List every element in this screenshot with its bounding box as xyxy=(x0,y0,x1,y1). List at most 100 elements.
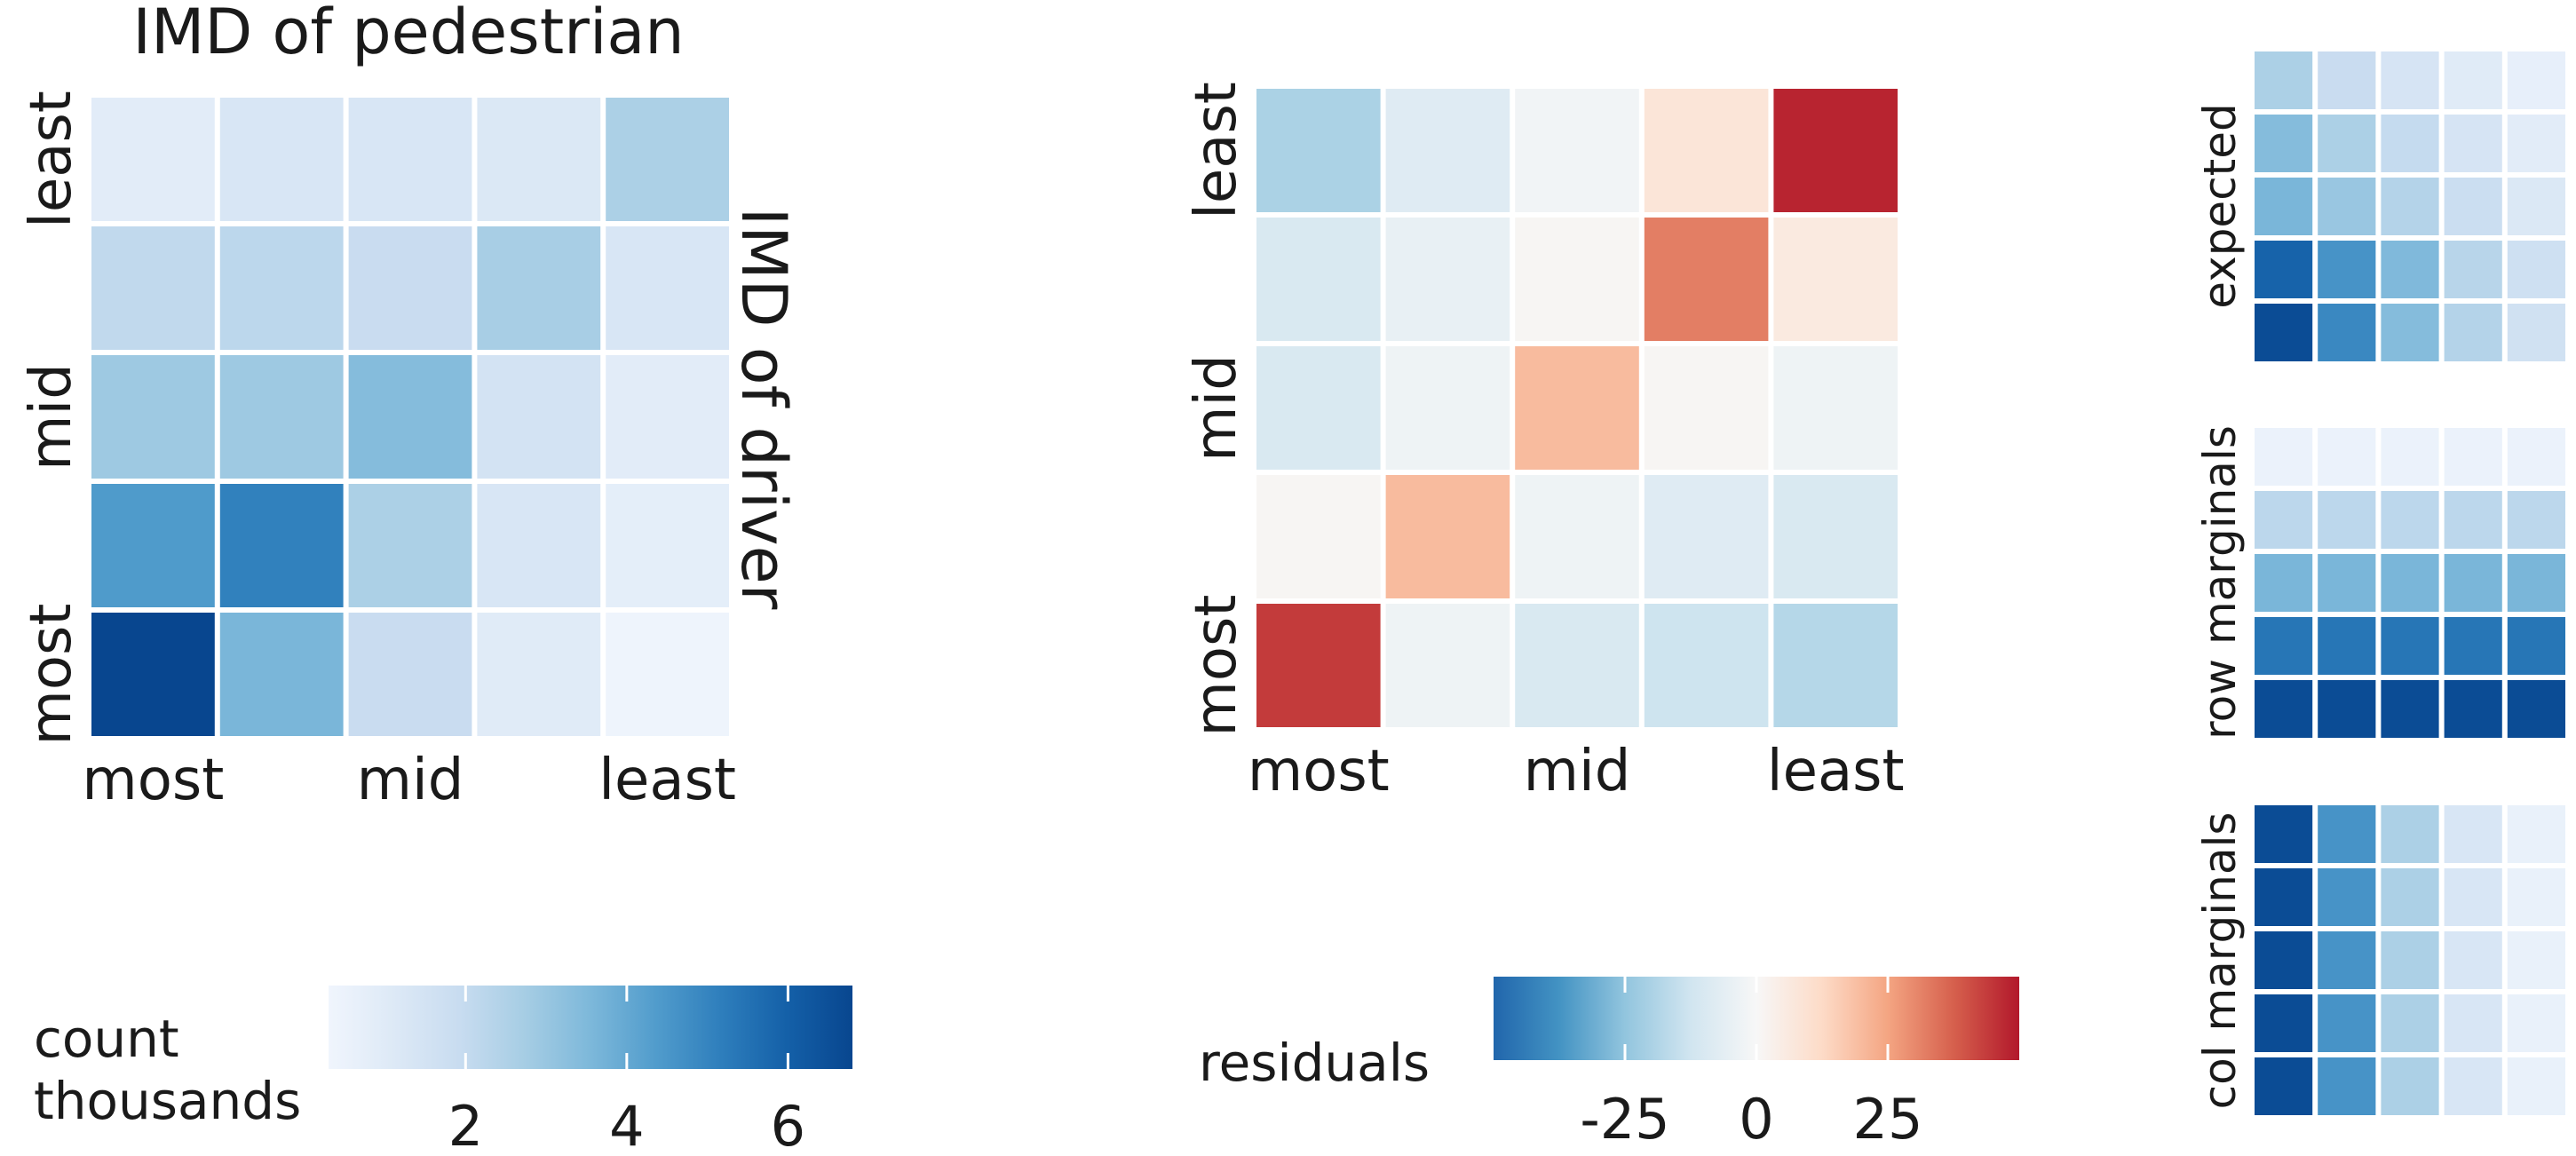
row-marginal-cell-r4-c4 xyxy=(2507,680,2565,738)
col-marginal-cell-r3-c1 xyxy=(2318,994,2376,1052)
row-marginal-cell-r3-c4 xyxy=(2507,617,2565,675)
count-cell-r1-c2 xyxy=(348,226,472,350)
col-marginal-cell-r4-c0 xyxy=(2255,1057,2313,1115)
expected-cell-r3-c3 xyxy=(2444,241,2502,298)
residual-cell-r0-c3 xyxy=(1644,89,1769,212)
col-marginal-cell-r1-c4 xyxy=(2507,868,2565,926)
count-cell-r1-c3 xyxy=(477,226,601,350)
row-marginal-cell-r0-c3 xyxy=(2444,428,2502,486)
col-marginal-cell-r1-c2 xyxy=(2381,868,2439,926)
expected-cell-r4-c0 xyxy=(2255,304,2313,361)
residual-cell-r4-c2 xyxy=(1515,604,1639,727)
row-marginal-cell-r4-c3 xyxy=(2444,680,2502,738)
expected-cell-r3-c4 xyxy=(2507,241,2565,298)
residuals-colorbar: -25 0 25 residuals xyxy=(1199,977,2019,1152)
count-cell-r4-c0 xyxy=(91,613,215,736)
expected-label: expected xyxy=(2194,103,2246,309)
row-marginal-cell-r0-c0 xyxy=(2255,428,2313,486)
residual-x-tick-mid: mid xyxy=(1524,739,1631,804)
row-marginals-heatmap xyxy=(2255,428,2565,738)
count-x-tick-mid: mid xyxy=(357,748,464,813)
row-marginal-cell-r2-c2 xyxy=(2381,554,2439,612)
expected-cell-r1-c3 xyxy=(2444,115,2502,172)
residual-cell-r2-c1 xyxy=(1385,346,1510,470)
col-marginal-cell-r4-c4 xyxy=(2507,1057,2565,1115)
col-marginal-cell-r4-c1 xyxy=(2318,1057,2376,1115)
expected-cell-r2-c2 xyxy=(2381,178,2439,235)
residual-cell-r1-c0 xyxy=(1256,218,1381,341)
count-cell-r1-c1 xyxy=(219,226,344,350)
col-marginal-cell-r2-c1 xyxy=(2318,931,2376,989)
col-marginal-cell-r2-c0 xyxy=(2255,931,2313,989)
driver-axis-label: IMD of driver xyxy=(727,208,800,610)
residual-cell-r3-c4 xyxy=(1773,475,1898,598)
row-marginal-cell-r1-c0 xyxy=(2255,491,2313,549)
expected-cell-r4-c3 xyxy=(2444,304,2502,361)
row-marginal-cell-r0-c4 xyxy=(2507,428,2565,486)
row-marginal-cell-r3-c2 xyxy=(2381,617,2439,675)
count-cell-r4-c4 xyxy=(606,613,729,736)
count-cell-r0-c3 xyxy=(477,98,601,221)
count-cell-r3-c2 xyxy=(348,484,472,607)
residual-y-tick-mid: mid xyxy=(1184,354,1249,462)
residuals-colorbar-tick-label-0: 0 xyxy=(1739,1087,1773,1152)
count-colorbar-tick-label-2: 2 xyxy=(448,1094,483,1156)
col-marginal-cell-r4-c2 xyxy=(2381,1057,2439,1115)
row-marginal-cell-r1-c2 xyxy=(2381,491,2439,549)
residual-cell-r2-c4 xyxy=(1773,346,1898,470)
col-marginal-cell-r3-c3 xyxy=(2444,994,2502,1052)
col-marginal-cell-r0-c1 xyxy=(2318,805,2376,863)
count-heatmap xyxy=(91,98,729,736)
col-marginal-cell-r4-c3 xyxy=(2444,1057,2502,1115)
col-marginals-label: col marginals xyxy=(2194,812,2246,1110)
count-cell-r3-c1 xyxy=(219,484,344,607)
expected-cell-r1-c2 xyxy=(2381,115,2439,172)
col-marginal-cell-r2-c4 xyxy=(2507,931,2565,989)
count-heatmap-x-ticks: most mid least xyxy=(82,748,736,813)
residual-cell-r1-c4 xyxy=(1773,218,1898,341)
residual-cell-r1-c3 xyxy=(1644,218,1769,341)
expected-cell-r0-c1 xyxy=(2318,51,2376,109)
count-cell-r0-c0 xyxy=(91,98,215,221)
count-colorbar-label-line2: thousands xyxy=(34,1071,301,1131)
count-heatmap-y-ticks: least mid most xyxy=(19,91,84,745)
expected-cell-r2-c1 xyxy=(2318,178,2376,235)
expected-cell-r4-c1 xyxy=(2318,304,2376,361)
row-marginal-cell-r3-c0 xyxy=(2255,617,2313,675)
row-marginal-cell-r2-c3 xyxy=(2444,554,2502,612)
expected-cell-r3-c2 xyxy=(2381,241,2439,298)
col-marginal-cell-r0-c4 xyxy=(2507,805,2565,863)
count-colorbar: 2 4 6 count thousands xyxy=(34,986,852,1156)
count-cell-r1-c4 xyxy=(606,226,729,350)
col-marginal-cell-r0-c0 xyxy=(2255,805,2313,863)
residual-y-tick-most: most xyxy=(1184,595,1249,737)
col-marginal-cell-r3-c2 xyxy=(2381,994,2439,1052)
residual-cell-r4-c1 xyxy=(1385,604,1510,727)
count-cell-r0-c2 xyxy=(348,98,472,221)
count-colorbar-tick-label-4: 4 xyxy=(609,1094,644,1156)
row-marginal-cell-r1-c3 xyxy=(2444,491,2502,549)
residual-cell-r4-c0 xyxy=(1256,604,1381,727)
residuals-heatmap-y-ticks: least mid most xyxy=(1184,82,1249,736)
residual-cell-r0-c0 xyxy=(1256,89,1381,212)
col-marginal-cell-r3-c4 xyxy=(2507,994,2565,1052)
expected-cell-r2-c0 xyxy=(2255,178,2313,235)
row-marginal-cell-r0-c1 xyxy=(2318,428,2376,486)
expected-heatmap xyxy=(2255,51,2565,361)
count-cell-r0-c4 xyxy=(606,98,729,221)
expected-cell-r1-c0 xyxy=(2255,115,2313,172)
expected-cell-r0-c3 xyxy=(2444,51,2502,109)
expected-cell-r0-c2 xyxy=(2381,51,2439,109)
row-marginal-cell-r2-c1 xyxy=(2318,554,2376,612)
count-colorbar-ticks: 2 4 6 xyxy=(448,986,805,1156)
pedestrian-axis-title: IMD of pedestrian xyxy=(132,0,684,68)
count-x-tick-most: most xyxy=(82,748,224,813)
residual-x-tick-most: most xyxy=(1248,739,1390,804)
count-y-tick-most: most xyxy=(19,604,84,746)
row-marginal-cell-r2-c0 xyxy=(2255,554,2313,612)
residual-cell-r0-c4 xyxy=(1773,89,1898,212)
count-cell-r2-c3 xyxy=(477,355,601,479)
row-marginal-cell-r3-c3 xyxy=(2444,617,2502,675)
expected-cell-r4-c4 xyxy=(2507,304,2565,361)
